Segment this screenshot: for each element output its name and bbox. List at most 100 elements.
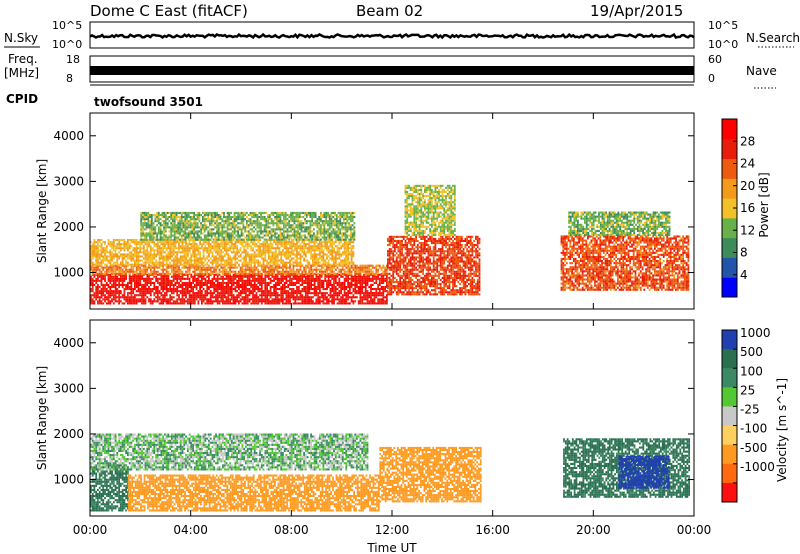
heatmap-cell xyxy=(135,239,138,242)
heatmap-cell xyxy=(333,290,335,293)
heatmap-cell xyxy=(290,270,293,273)
heatmap-cell xyxy=(167,251,170,254)
heatmap-cell xyxy=(231,230,234,233)
heatmap-cell xyxy=(343,286,346,289)
heatmap-cell xyxy=(322,300,325,303)
heatmap-cell xyxy=(225,272,228,275)
heatmap-cell xyxy=(213,288,216,291)
heatmap-cell xyxy=(167,266,170,269)
heatmap-cell xyxy=(292,268,295,271)
heatmap-cell xyxy=(97,275,99,278)
heatmap-cell xyxy=(267,220,269,223)
heatmap-cell xyxy=(226,222,229,225)
heatmap-cell xyxy=(304,290,307,293)
heatmap-cell xyxy=(221,236,224,239)
heatmap-cell xyxy=(207,214,210,217)
heatmap-cell xyxy=(93,245,96,248)
heatmap-cell xyxy=(109,300,112,303)
heatmap-cell xyxy=(155,259,157,262)
heatmap-cell xyxy=(137,253,140,256)
heatmap-cell xyxy=(127,247,129,250)
heatmap-cell xyxy=(177,228,180,231)
heatmap-cell xyxy=(208,286,210,289)
heatmap-cell xyxy=(218,277,221,280)
heatmap-cell xyxy=(172,243,175,246)
heatmap-cell xyxy=(172,245,175,248)
heatmap-cell xyxy=(97,286,99,289)
heatmap-cell xyxy=(312,272,314,275)
heatmap-cell xyxy=(275,286,277,289)
heatmap-cell xyxy=(183,294,186,297)
heatmap-cell xyxy=(276,279,279,282)
heatmap-cell xyxy=(326,286,328,289)
heatmap-cell xyxy=(306,281,309,284)
heatmap-cell xyxy=(368,272,371,275)
heatmap-cell xyxy=(258,211,261,214)
heatmap-cell xyxy=(297,292,300,295)
heatmap-cell xyxy=(225,247,228,250)
heatmap-cell xyxy=(317,302,320,305)
heatmap-cell xyxy=(203,234,206,237)
heatmap-cell xyxy=(163,224,165,227)
heatmap-cell xyxy=(244,228,247,231)
heatmap-cell xyxy=(172,228,174,231)
heatmap-cell xyxy=(170,228,173,231)
heatmap-cell xyxy=(211,251,214,254)
heatmap-cell xyxy=(270,238,273,241)
heatmap-cell xyxy=(205,236,208,239)
heatmap-cell xyxy=(327,298,330,301)
heatmap-cell xyxy=(285,261,288,264)
heatmap-cell xyxy=(336,281,339,284)
heatmap-cell xyxy=(329,283,332,286)
heatmap-cell xyxy=(287,266,290,269)
heatmap-cell xyxy=(234,296,237,299)
heatmap-cell xyxy=(90,263,92,266)
heatmap-cell xyxy=(201,296,203,299)
heatmap-cell xyxy=(183,253,186,256)
heatmap-cell xyxy=(310,255,312,258)
heatmap-cell xyxy=(283,241,286,244)
heatmap-cell xyxy=(336,251,339,254)
heatmap-cell xyxy=(211,263,214,266)
heatmap-cell xyxy=(269,286,272,289)
heatmap-cell xyxy=(209,261,212,264)
heatmap-cell xyxy=(167,290,170,293)
heatmap-cell xyxy=(363,294,365,297)
heatmap-cell xyxy=(259,270,261,273)
heatmap-cell xyxy=(238,279,240,282)
heatmap-cell xyxy=(252,296,254,299)
heatmap-cell xyxy=(234,281,237,284)
heatmap-cell xyxy=(116,255,119,258)
heatmap-cell xyxy=(193,296,196,299)
heatmap-cell xyxy=(91,300,94,303)
heatmap-cell xyxy=(319,261,321,264)
heatmap-cell xyxy=(308,247,311,250)
heatmap-cell xyxy=(100,292,103,295)
heatmap-cell xyxy=(216,286,219,289)
heatmap-cell xyxy=(253,302,256,305)
heatmap-cell xyxy=(230,270,233,273)
heatmap-cell xyxy=(186,266,189,269)
heatmap-cell xyxy=(121,255,124,258)
heatmap-cell xyxy=(214,222,217,225)
heatmap-cell xyxy=(326,257,328,260)
heatmap-cell xyxy=(97,243,99,246)
heatmap-cell xyxy=(199,253,201,256)
heatmap-cell xyxy=(149,230,151,233)
heatmap-cell xyxy=(222,257,224,260)
heatmap-cell xyxy=(149,232,151,235)
heatmap-cell xyxy=(104,247,106,250)
heatmap-cell xyxy=(152,234,155,237)
heatmap-cell xyxy=(155,263,157,266)
heatmap-cell xyxy=(90,245,92,248)
heatmap-cell xyxy=(98,268,101,271)
heatmap-cell xyxy=(334,288,337,291)
heatmap-cell xyxy=(195,247,198,250)
heatmap-cell xyxy=(327,261,330,264)
heatmap-cell xyxy=(186,222,188,225)
heatmap-cell xyxy=(268,230,271,233)
heatmap-cell xyxy=(116,277,119,280)
heatmap-cell xyxy=(164,294,166,297)
heatmap-cell xyxy=(371,270,374,273)
heatmap-cell xyxy=(331,275,334,278)
